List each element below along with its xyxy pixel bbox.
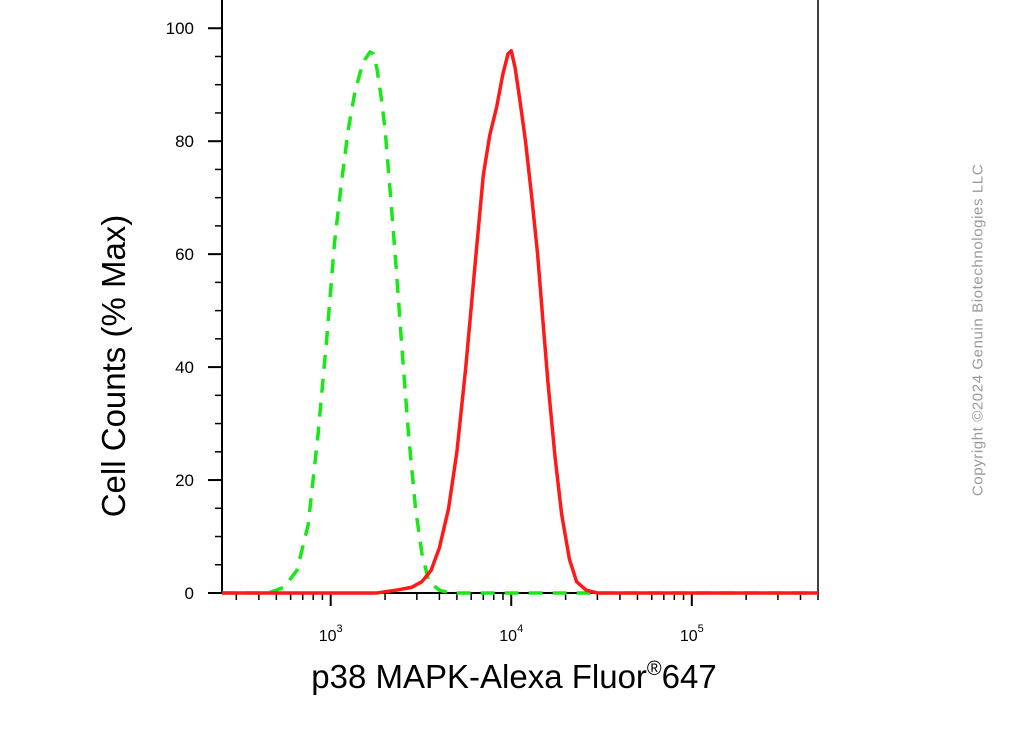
y-tick-label: 40 bbox=[175, 358, 194, 377]
histogram-series bbox=[222, 49, 818, 595]
y-tick-label: 20 bbox=[175, 471, 194, 490]
x-axis-label: p38 MAPK-Alexa Fluor®647 bbox=[311, 658, 716, 695]
x-axis-label-suffix: 647 bbox=[662, 658, 717, 695]
y-axis-label: Cell Counts (% Max) bbox=[95, 215, 132, 518]
axes bbox=[208, 0, 819, 606]
series-dashed-line bbox=[222, 50, 818, 595]
x-tick-label: 105 bbox=[680, 623, 704, 645]
x-tick-label: 103 bbox=[319, 623, 343, 645]
y-tick-label: 0 bbox=[185, 584, 194, 603]
y-tick-label: 100 bbox=[166, 19, 194, 38]
x-axis-label-main: p38 MAPK-Alexa Fluor bbox=[311, 658, 647, 695]
y-tick-label: 60 bbox=[175, 245, 194, 264]
tick-labels: 0 20 40 60 80 100 103 104 105 bbox=[166, 19, 704, 645]
x-tick-label: 104 bbox=[499, 623, 523, 645]
y-tick-label: 80 bbox=[175, 132, 194, 151]
x-axis-label-superscript: ® bbox=[647, 658, 662, 680]
copyright-watermark: Copyright ©2024 Genuin Biotechnologies L… bbox=[969, 163, 987, 497]
series-solid-line bbox=[222, 49, 818, 595]
